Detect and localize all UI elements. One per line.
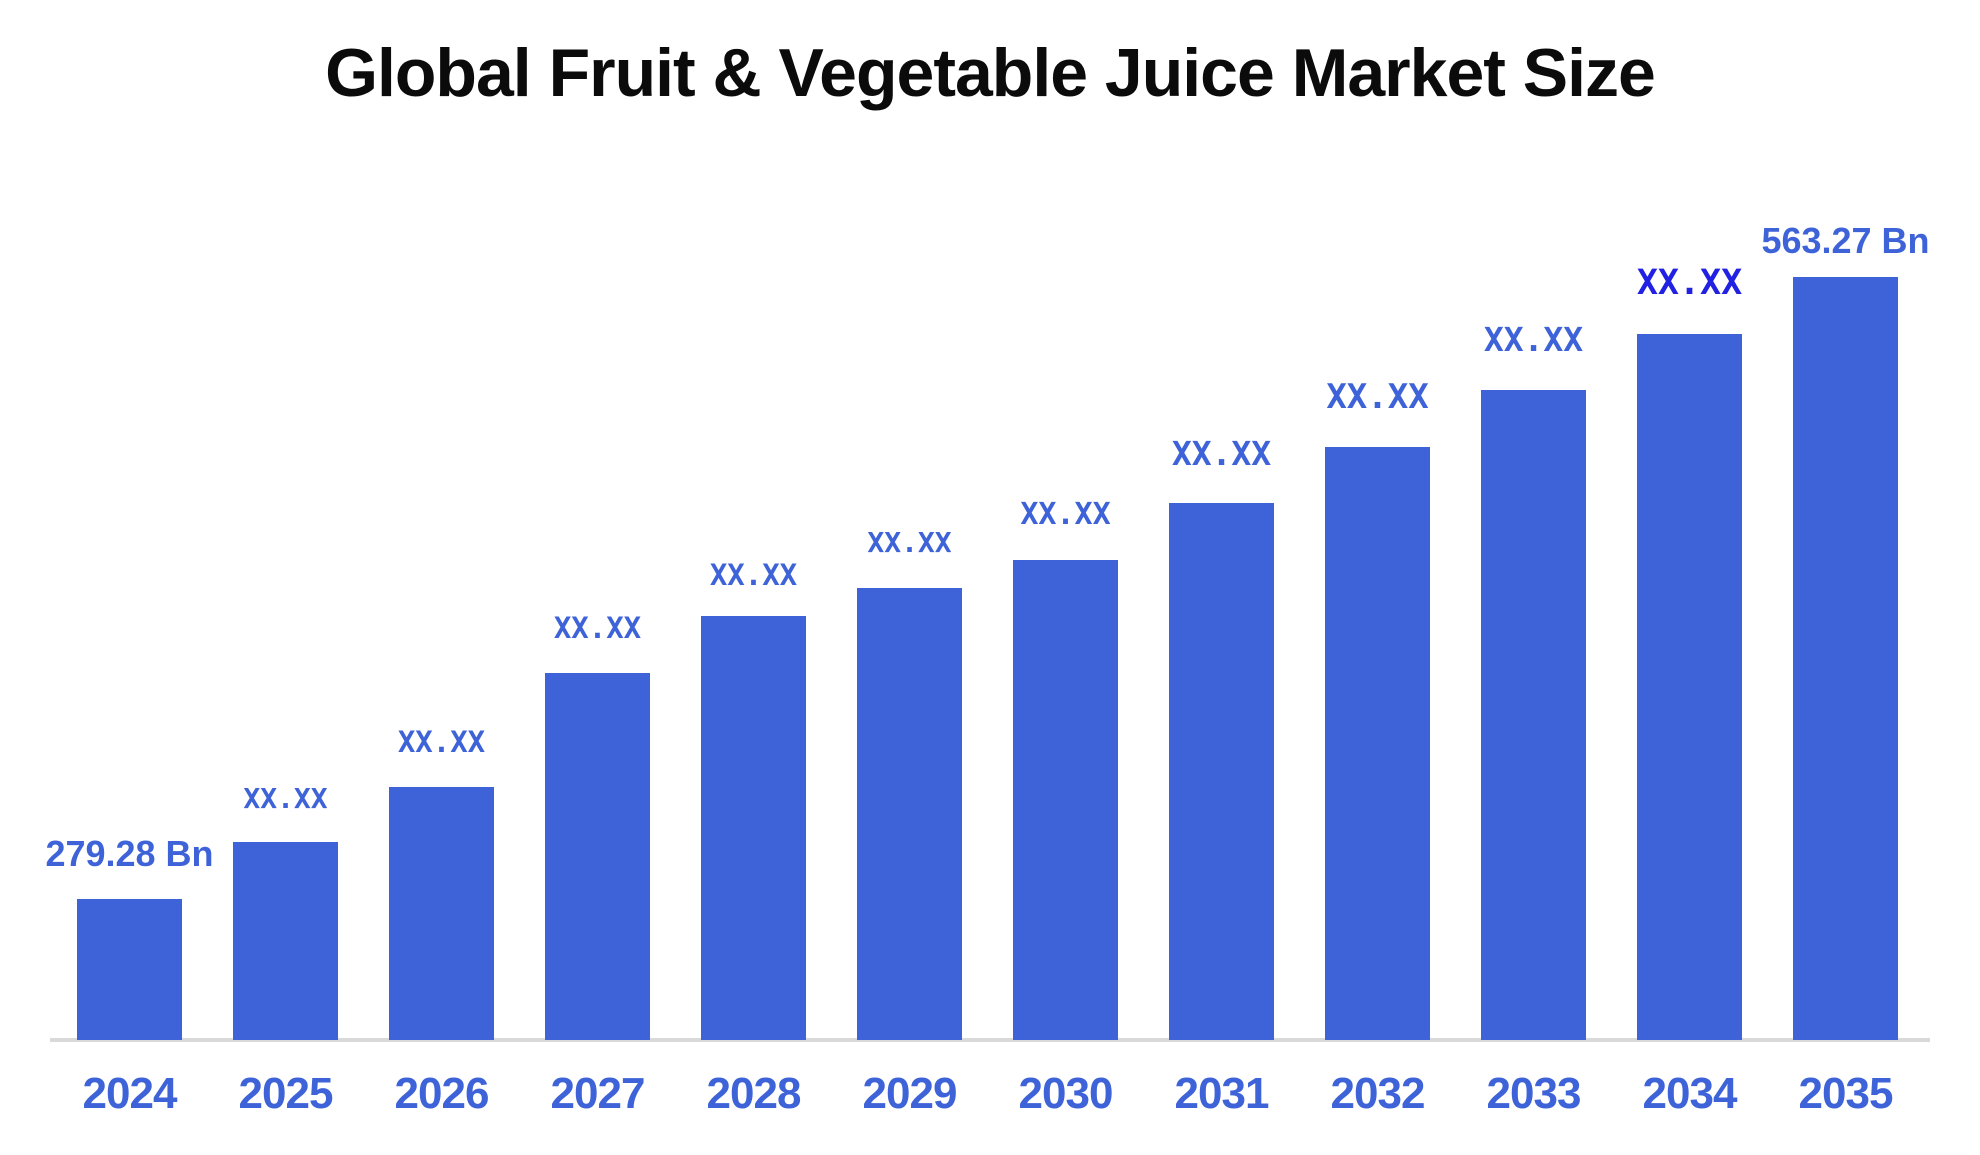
value-label-2026: XX.XX (397, 725, 486, 759)
bar-2034 (1637, 334, 1742, 1040)
bar-2033 (1481, 390, 1586, 1040)
year-label-2027: 2027 (550, 1069, 646, 1118)
bar-2028 (701, 616, 806, 1040)
bar-2035 (1793, 277, 1898, 1040)
value-label-2031: XX.XX (1171, 434, 1272, 473)
year-label-2032: 2032 (1330, 1069, 1426, 1118)
year-label-2024: 2024 (82, 1069, 178, 1118)
value-label-2025: XX.XX (243, 782, 328, 815)
year-label-2034: 2034 (1642, 1069, 1738, 1118)
value-label-2027: XX.XX (553, 611, 642, 645)
value-label-2035: 563.27 Bn (1761, 220, 1930, 261)
chart-title: Global Fruit & Vegetable Juice Market Si… (325, 35, 1656, 111)
year-label-2029: 2029 (862, 1069, 958, 1118)
value-label-2032: XX.XX (1326, 377, 1429, 417)
value-label-2028: XX.XX (709, 558, 798, 592)
bar-2032 (1325, 447, 1430, 1040)
year-label-2028: 2028 (706, 1069, 802, 1118)
year-label-2033: 2033 (1486, 1069, 1582, 1118)
bar-2024 (77, 899, 182, 1040)
value-label-2033: XX.XX (1483, 320, 1584, 359)
value-label-2030: XX.XX (1020, 497, 1111, 532)
x-axis-line (50, 1038, 1930, 1042)
year-label-2035: 2035 (1798, 1069, 1894, 1118)
value-label-2024: 279.28 Bn (45, 833, 214, 874)
value-label-2029: XX.XX (867, 526, 952, 559)
bar-2029 (857, 588, 962, 1040)
bar-2031 (1169, 503, 1274, 1040)
bar-2026 (389, 787, 494, 1040)
year-label-2031: 2031 (1174, 1069, 1270, 1118)
year-label-2026: 2026 (394, 1069, 490, 1118)
bar-2027 (545, 673, 650, 1040)
bar-2030 (1013, 560, 1118, 1040)
year-label-2025: 2025 (238, 1069, 334, 1118)
bar-2025 (233, 842, 338, 1040)
value-label-2034: XX.XX (1636, 263, 1743, 303)
year-label-2030: 2030 (1018, 1069, 1114, 1118)
